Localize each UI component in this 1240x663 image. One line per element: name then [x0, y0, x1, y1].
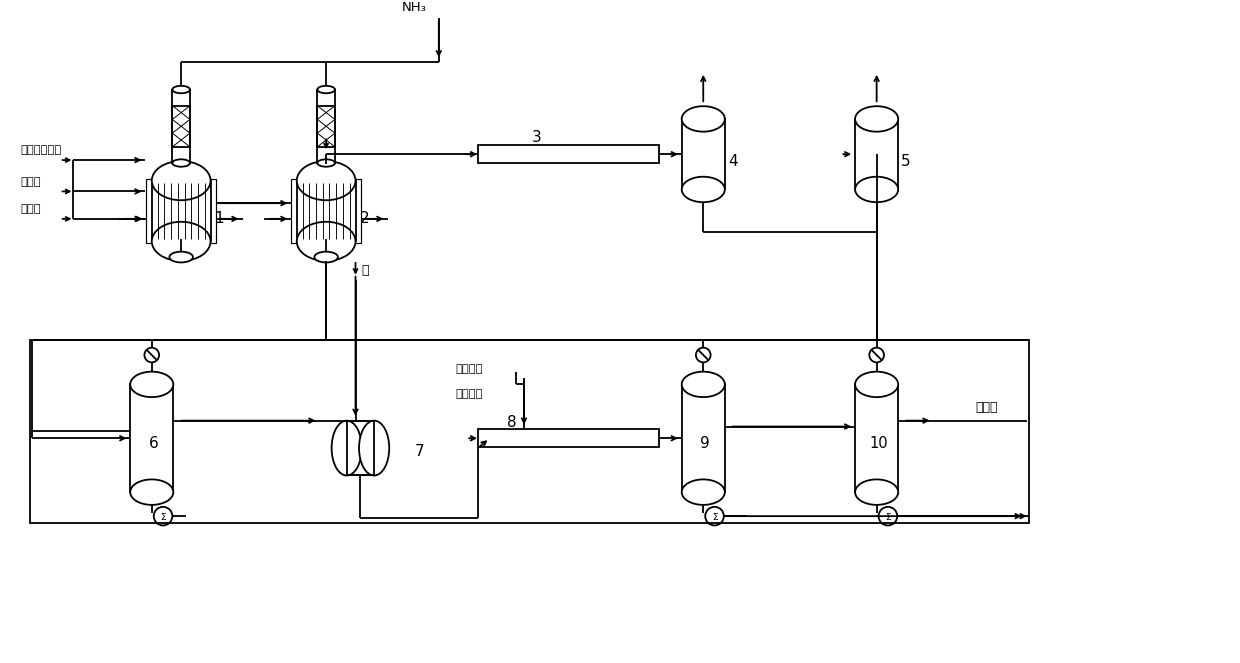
Ellipse shape	[170, 252, 193, 263]
Text: 氢氧化钠: 氢氧化钠	[455, 364, 482, 374]
Bar	[151, 180, 211, 241]
Text: 甲醇钠: 甲醇钠	[21, 176, 41, 186]
Bar	[172, 90, 190, 163]
Text: 10: 10	[869, 436, 888, 451]
Text: 1: 1	[215, 211, 224, 226]
Text: 水: 水	[361, 264, 368, 276]
Circle shape	[154, 507, 172, 526]
Text: NH₃: NH₃	[402, 1, 427, 14]
Bar	[347, 420, 374, 475]
Bar	[30, 340, 1029, 522]
Circle shape	[879, 507, 898, 526]
Text: 5: 5	[901, 154, 910, 169]
Ellipse shape	[130, 372, 174, 397]
Ellipse shape	[296, 161, 356, 200]
Ellipse shape	[682, 479, 725, 505]
Bar	[682, 385, 725, 492]
Bar	[856, 119, 898, 190]
Ellipse shape	[856, 372, 898, 397]
Text: 2: 2	[360, 211, 370, 226]
Bar	[130, 385, 174, 492]
Bar	[291, 179, 361, 243]
Ellipse shape	[331, 420, 362, 475]
Ellipse shape	[172, 86, 190, 93]
Ellipse shape	[360, 420, 389, 475]
Ellipse shape	[151, 222, 211, 261]
Ellipse shape	[682, 372, 725, 397]
Text: 8: 8	[507, 414, 517, 430]
Circle shape	[696, 347, 711, 363]
Text: 氯代丁酸甲酯: 氯代丁酸甲酯	[21, 145, 62, 155]
Bar	[146, 179, 216, 243]
Bar	[317, 105, 335, 147]
Bar	[296, 180, 356, 241]
Text: Σ: Σ	[160, 512, 166, 522]
Circle shape	[144, 347, 159, 363]
Circle shape	[706, 507, 724, 526]
Text: 9: 9	[701, 436, 711, 451]
Bar	[172, 105, 190, 147]
Text: 4: 4	[728, 154, 738, 169]
Ellipse shape	[296, 222, 356, 261]
Bar	[856, 385, 898, 492]
Ellipse shape	[682, 177, 725, 202]
Bar	[347, 420, 374, 475]
Ellipse shape	[856, 106, 898, 132]
Bar	[317, 90, 335, 163]
Ellipse shape	[856, 479, 898, 505]
Text: 7: 7	[414, 444, 424, 459]
Ellipse shape	[317, 86, 335, 93]
Text: Σ: Σ	[712, 512, 718, 522]
Ellipse shape	[682, 106, 725, 132]
Ellipse shape	[151, 161, 211, 200]
Text: 环丙胺: 环丙胺	[976, 401, 998, 414]
Text: 3: 3	[532, 131, 542, 145]
Bar	[477, 430, 660, 447]
Ellipse shape	[315, 252, 337, 263]
Circle shape	[869, 347, 884, 363]
Ellipse shape	[317, 159, 335, 166]
Text: 二甲苯: 二甲苯	[21, 204, 41, 214]
Bar	[477, 145, 660, 163]
Ellipse shape	[172, 159, 190, 166]
Ellipse shape	[856, 177, 898, 202]
Bar	[682, 119, 725, 190]
Text: 6: 6	[149, 436, 159, 451]
Text: 次氯酸钠: 次氯酸钠	[455, 389, 482, 399]
Ellipse shape	[130, 479, 174, 505]
Text: Σ: Σ	[885, 512, 890, 522]
